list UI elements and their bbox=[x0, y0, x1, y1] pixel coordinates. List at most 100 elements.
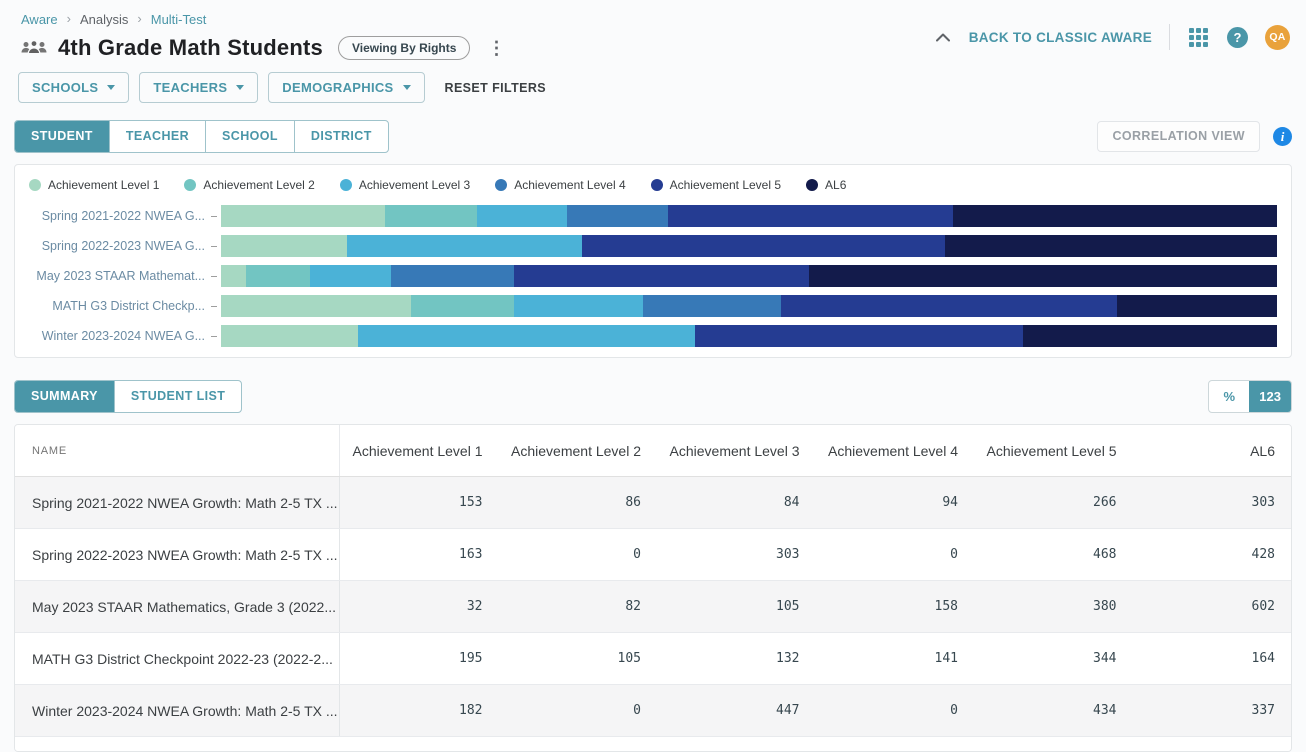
legend-item[interactable]: AL6 bbox=[806, 178, 846, 192]
legend-item[interactable]: Achievement Level 1 bbox=[29, 178, 159, 192]
chart-category-label: Spring 2021-2022 NWEA G... bbox=[41, 209, 205, 223]
breadcrumb-multi-test[interactable]: Multi-Test bbox=[150, 12, 207, 27]
bar-segment[interactable] bbox=[582, 235, 946, 257]
column-header: Achievement Level 2 bbox=[511, 442, 641, 459]
bar-segment[interactable] bbox=[566, 205, 668, 227]
row-value-cell: 434 bbox=[1093, 703, 1117, 718]
correlation-view-button[interactable]: CORRELATION VIEW bbox=[1097, 121, 1260, 152]
bar-segment[interactable] bbox=[513, 265, 810, 287]
table-row[interactable]: Winter 2023-2024 NWEA Growth: Math 2-5 T… bbox=[15, 685, 1291, 737]
bar-segment[interactable] bbox=[245, 265, 310, 287]
bar-segment[interactable] bbox=[384, 205, 477, 227]
bar-segment[interactable] bbox=[1022, 325, 1277, 347]
tab-student[interactable]: STUDENT bbox=[15, 121, 109, 152]
row-value-cell: 141 bbox=[934, 651, 958, 666]
legend-item[interactable]: Achievement Level 4 bbox=[495, 178, 626, 192]
bar-segment[interactable] bbox=[945, 235, 1277, 257]
legend-label: Achievement Level 1 bbox=[48, 178, 160, 192]
row-value-cell: 182 bbox=[459, 703, 483, 718]
bar-segment[interactable] bbox=[695, 325, 1023, 347]
stacked-bar bbox=[221, 295, 1277, 317]
tab-district[interactable]: DISTRICT bbox=[293, 121, 388, 152]
row-name-cell: Spring 2021-2022 NWEA Growth: Math 2-5 T… bbox=[15, 477, 340, 528]
chart-rows: Spring 2021-2022 NWEA G... Spring 2022-20… bbox=[29, 205, 1278, 347]
bar-segment[interactable] bbox=[391, 265, 514, 287]
axis-tick bbox=[211, 335, 217, 337]
help-icon[interactable]: ? bbox=[1227, 26, 1248, 48]
title-row: 4th Grade Math Students Viewing By Right… bbox=[14, 27, 1292, 61]
bar-segment[interactable] bbox=[809, 265, 1277, 287]
avatar[interactable]: QA bbox=[1265, 24, 1290, 50]
row-value-cell: 105 bbox=[617, 651, 641, 666]
toggle-count[interactable]: 123 bbox=[1249, 381, 1291, 412]
table-row[interactable]: Spring 2021-2022 NWEA Growth: Math 2-5 T… bbox=[15, 477, 1291, 529]
column-header: AL6 bbox=[1250, 442, 1275, 459]
teachers-filter-label: TEACHERS bbox=[153, 80, 228, 95]
row-value-cell: 447 bbox=[776, 703, 800, 718]
row-value-cell: 132 bbox=[776, 651, 800, 666]
legend-swatch bbox=[495, 179, 508, 191]
back-to-classic-aware-link[interactable]: BACK TO CLASSIC AWARE bbox=[968, 29, 1152, 45]
row-value-cell: 266 bbox=[1093, 495, 1117, 510]
demographics-filter-button[interactable]: DEMOGRAPHICS bbox=[268, 72, 425, 103]
row-value-cell: 303 bbox=[776, 547, 800, 562]
bar-segment[interactable] bbox=[221, 265, 246, 287]
bar-segment[interactable] bbox=[780, 295, 1117, 317]
bar-segment[interactable] bbox=[514, 295, 644, 317]
bar-segment[interactable] bbox=[476, 205, 567, 227]
legend-item[interactable]: Achievement Level 2 bbox=[184, 178, 315, 192]
tab-summary[interactable]: SUMMARY bbox=[15, 381, 114, 412]
tab-student-list[interactable]: STUDENT LIST bbox=[113, 381, 241, 412]
legend-item[interactable]: Achievement Level 5 bbox=[650, 178, 781, 192]
bar-segment[interactable] bbox=[643, 295, 781, 317]
chevron-right-icon: › bbox=[66, 11, 71, 26]
apps-grid-icon[interactable] bbox=[1187, 26, 1210, 49]
reset-filters-button[interactable]: RESET FILTERS bbox=[444, 80, 547, 95]
table-row[interactable]: Spring 2022-2023 NWEA Growth: Math 2-5 T… bbox=[15, 529, 1291, 581]
demographics-filter-label: DEMOGRAPHICS bbox=[282, 80, 394, 95]
breadcrumb-analysis: Analysis bbox=[79, 12, 129, 27]
bar-segment[interactable] bbox=[667, 205, 953, 227]
page-title: 4th Grade Math Students bbox=[58, 34, 323, 60]
bar-segment[interactable] bbox=[309, 265, 392, 287]
bar-segment[interactable] bbox=[1116, 295, 1277, 317]
legend-swatch bbox=[650, 179, 663, 191]
bar-segment[interactable] bbox=[221, 325, 359, 347]
chart-legend: Achievement Level 1 Achievement Level 2 Ac… bbox=[29, 178, 1277, 192]
chart-category-label: May 2023 STAAR Mathemat... bbox=[36, 269, 205, 283]
row-name-cell: Spring 2022-2023 NWEA Growth: Math 2-5 T… bbox=[15, 529, 340, 580]
tab-teacher[interactable]: TEACHER bbox=[108, 121, 205, 152]
chart-bar-row: MATH G3 District Checkp... bbox=[29, 295, 1277, 317]
row-value-cell: 428 bbox=[1251, 547, 1275, 562]
collapse-chevron-up-icon[interactable] bbox=[934, 31, 952, 44]
legend-item[interactable]: Achievement Level 3 bbox=[339, 178, 471, 192]
kebab-menu-icon[interactable]: ⋮ bbox=[487, 37, 506, 58]
bar-segment[interactable] bbox=[221, 205, 385, 227]
bar-segment[interactable] bbox=[358, 325, 696, 347]
bar-segment[interactable] bbox=[411, 295, 515, 317]
bar-segment[interactable] bbox=[221, 235, 348, 257]
axis-tick bbox=[211, 305, 217, 307]
toggle-percent[interactable]: % bbox=[1223, 389, 1236, 404]
schools-filter-button[interactable]: SCHOOLS bbox=[18, 72, 130, 103]
chart-bar-row: May 2023 STAAR Mathemat... bbox=[29, 265, 1277, 287]
table-row[interactable]: May 2023 STAAR Mathematics, Grade 3 (202… bbox=[15, 581, 1291, 633]
info-icon[interactable]: i bbox=[1273, 127, 1292, 146]
legend-label: AL6 bbox=[825, 178, 847, 192]
bar-segment[interactable] bbox=[221, 295, 412, 317]
table-row[interactable]: MATH G3 District Checkpoint 2022-23 (202… bbox=[15, 633, 1291, 685]
legend-swatch bbox=[339, 179, 352, 191]
tab-school[interactable]: SCHOOL bbox=[205, 121, 294, 152]
stacked-bar bbox=[221, 235, 1277, 257]
teachers-filter-button[interactable]: TEACHERS bbox=[139, 72, 259, 103]
row-value-cell: 303 bbox=[1251, 495, 1275, 510]
caret-down-icon bbox=[107, 85, 116, 90]
bar-segment[interactable] bbox=[952, 205, 1278, 227]
row-value-cell: 153 bbox=[459, 495, 483, 510]
legend-label: Achievement Level 3 bbox=[358, 178, 471, 192]
caret-down-icon bbox=[402, 85, 411, 90]
row-value-cell: 0 bbox=[950, 703, 958, 718]
axis-tick bbox=[211, 275, 217, 277]
bar-segment[interactable] bbox=[347, 235, 583, 257]
breadcrumb-aware[interactable]: Aware bbox=[21, 12, 58, 27]
